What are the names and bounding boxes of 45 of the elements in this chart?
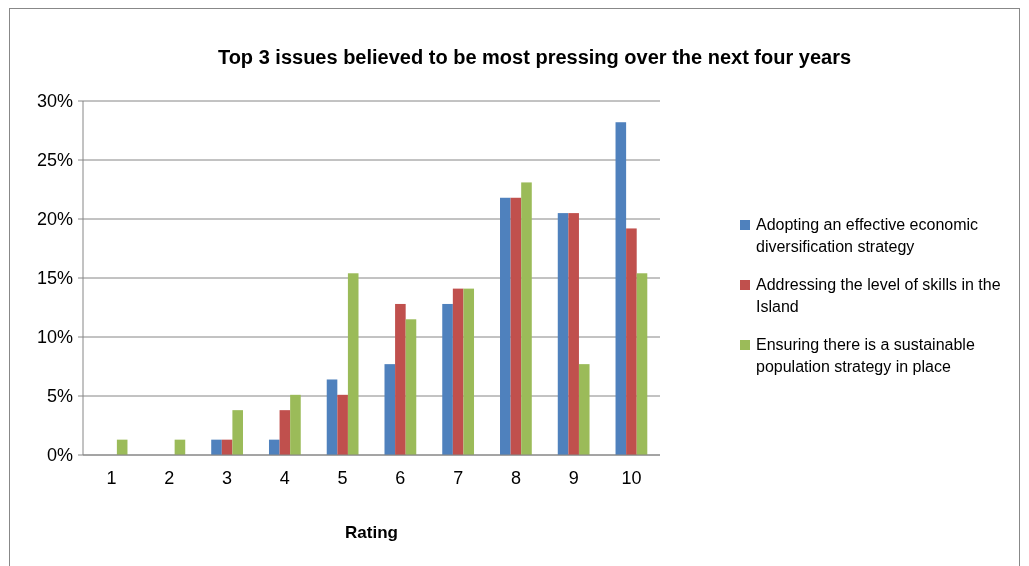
bar — [568, 213, 579, 455]
bar — [463, 288, 475, 455]
bar — [384, 364, 396, 455]
bar — [615, 122, 627, 455]
bar — [452, 288, 464, 455]
bar — [510, 197, 522, 455]
y-tick-label: 0% — [46, 445, 73, 466]
bar — [557, 213, 569, 455]
y-tick-label: 20% — [36, 209, 73, 230]
y-tick-label: 15% — [36, 268, 73, 289]
bar — [347, 273, 359, 455]
x-axis-title: Rating — [345, 523, 398, 542]
bar — [500, 197, 511, 455]
y-tick-label: 25% — [36, 150, 73, 171]
x-tick-label: 6 — [395, 468, 406, 488]
bar — [268, 439, 280, 455]
bar — [290, 394, 301, 455]
x-tick-label: 8 — [510, 468, 521, 488]
legend-label: Ensuring there is a sustainable population strategy in place — [756, 336, 975, 375]
bar — [211, 439, 222, 455]
x-tick-label: 9 — [568, 468, 579, 488]
y-tick-label: 10% — [36, 327, 73, 348]
bar — [626, 228, 637, 455]
chart-title: Top 3 issues believed to be most pressing over the next four years — [217, 46, 852, 68]
y-tick-label: 30% — [36, 91, 73, 112]
x-tick-label: 3 — [222, 468, 233, 488]
x-tick-label: 2 — [164, 468, 175, 488]
y-tick-label: 5% — [46, 386, 73, 407]
legend-label: Adopting an effective economic diversification strategy — [756, 216, 979, 255]
bar — [636, 273, 648, 455]
bar — [337, 394, 348, 455]
legend-label: Addressing the level of skills in the Island — [756, 276, 1001, 315]
x-tick-label: 10 — [621, 468, 642, 488]
bar — [442, 303, 453, 455]
bar — [578, 364, 590, 455]
x-tick-label: 4 — [279, 468, 290, 488]
bar — [232, 410, 243, 455]
bar — [405, 319, 417, 455]
bar — [521, 182, 532, 455]
x-tick-label: 1 — [106, 468, 117, 488]
x-tick-label: 5 — [337, 468, 348, 488]
bar — [326, 379, 338, 455]
bar — [395, 303, 406, 455]
x-tick-label: 7 — [453, 468, 464, 488]
bar — [279, 410, 291, 455]
